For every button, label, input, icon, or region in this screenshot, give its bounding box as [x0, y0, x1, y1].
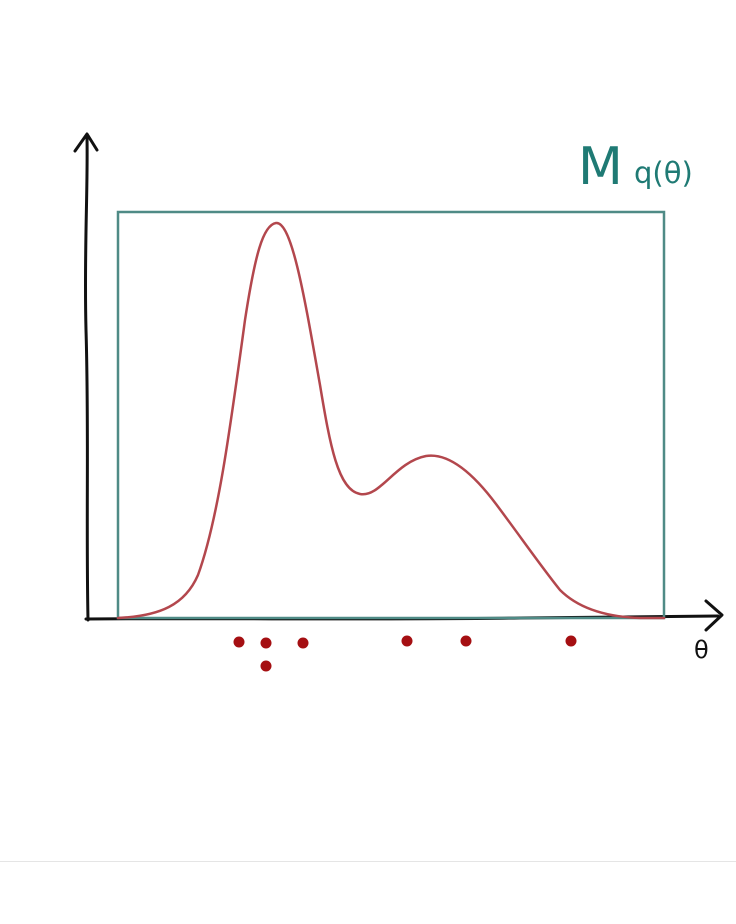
sample-point	[460, 635, 472, 647]
sample-point	[260, 660, 272, 672]
box-label-main: M	[578, 137, 623, 197]
sample-point	[297, 637, 309, 649]
sample-point	[260, 637, 272, 649]
sample-point	[233, 636, 245, 648]
sample-point	[401, 635, 413, 647]
bounding-box	[116, 210, 666, 620]
density-curve	[116, 221, 666, 620]
bottom-divider	[0, 861, 736, 862]
y-axis-arrow	[73, 132, 99, 153]
sample-point	[565, 635, 577, 647]
x-axis-arrow	[704, 599, 724, 632]
x-axis-label: θ	[694, 636, 709, 664]
y-axis-line	[83, 135, 90, 622]
box-label-sub: q(θ)	[634, 156, 693, 190]
